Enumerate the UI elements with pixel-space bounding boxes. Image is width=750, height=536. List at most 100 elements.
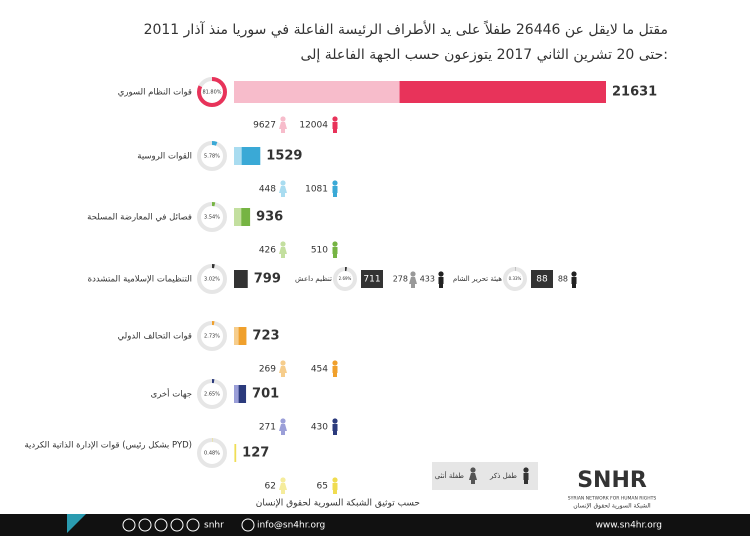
icon-legs — [411, 284, 415, 288]
icon-head — [332, 418, 338, 424]
footer-website: www.sn4hr.org — [596, 521, 662, 531]
bar — [234, 444, 237, 462]
bar-girls — [234, 208, 242, 226]
legend-label: طفلة أنثى — [435, 471, 465, 480]
icon-head — [332, 180, 338, 186]
icon-body — [279, 247, 287, 254]
icon-body — [523, 473, 529, 480]
icon-legs — [333, 373, 337, 377]
donut-label: 5.78% — [204, 154, 220, 160]
icon-body — [438, 277, 444, 284]
donut-label: 2.69% — [339, 276, 352, 281]
icon-legs — [333, 490, 337, 494]
title-line: مقتل ما لايقل عن 26446 طفلاً على يد الأط… — [144, 20, 668, 38]
bar-girls — [234, 81, 400, 103]
girl-icon — [279, 116, 287, 133]
icon-legs — [572, 284, 576, 288]
girl-icon — [279, 418, 287, 435]
girls-count: 62 — [265, 482, 276, 492]
icon-head — [410, 271, 416, 277]
icon-head — [280, 418, 286, 424]
boy-icon — [332, 241, 338, 258]
icon-head — [470, 467, 476, 473]
icon-head — [332, 360, 338, 366]
boy-icon — [332, 418, 338, 435]
icon-legs — [333, 193, 337, 197]
category-label: قوات الإدارة الذاتية الكردية (بشكل رئيس … — [24, 441, 192, 451]
icon-body — [279, 186, 287, 193]
boys-count: 1081 — [305, 185, 328, 195]
icon-head — [280, 241, 286, 247]
category-label: القوات الروسية — [137, 152, 192, 162]
icon-head — [438, 271, 444, 277]
boy-icon — [571, 271, 577, 288]
icon-head — [280, 180, 286, 186]
donut-label: 0.33% — [509, 276, 522, 281]
bar-girls — [234, 147, 242, 165]
value-label: 1529 — [266, 149, 302, 164]
girls-count: 9627 — [253, 121, 276, 131]
icon-body — [409, 277, 417, 284]
boys-count: 433 — [420, 275, 435, 284]
value-label: 701 — [252, 387, 279, 402]
girls-count: 448 — [259, 185, 276, 195]
icon-legs — [333, 254, 337, 258]
donut-label: 81.80% — [202, 90, 221, 96]
value-label: 21631 — [612, 85, 657, 100]
icon-body — [279, 483, 287, 490]
icon-legs — [281, 193, 285, 197]
boys-count: 430 — [311, 423, 328, 433]
footer-handle: snhr — [204, 521, 224, 531]
footer-bar — [0, 514, 750, 536]
category-label: قوات التحالف الدولي — [118, 332, 192, 342]
girls-count: 269 — [259, 365, 276, 375]
icon-head — [280, 360, 286, 366]
donut-label: 3.02% — [204, 277, 220, 283]
icon-legs — [281, 490, 285, 494]
icon-body — [332, 122, 338, 129]
subgroup-value: 88 — [536, 275, 548, 285]
donut-arc — [333, 267, 357, 291]
donut-arc — [197, 379, 227, 409]
footer-accent — [67, 514, 86, 533]
donut-arc — [197, 141, 227, 171]
footer-email: info@sn4hr.org — [257, 521, 325, 531]
girl-icon — [469, 467, 477, 484]
icon-body — [469, 473, 477, 480]
donut-arc — [197, 77, 227, 107]
boy-icon — [332, 477, 338, 494]
value-label: 936 — [256, 210, 283, 225]
icon-body — [279, 366, 287, 373]
boy-icon — [332, 180, 338, 197]
icon-legs — [524, 480, 528, 484]
bar-girls — [234, 327, 239, 345]
logo-abbr: SNHR — [577, 468, 647, 493]
icon-head — [571, 271, 577, 277]
donut-label: 3.54% — [204, 215, 220, 221]
title-line: حتى 20 تشرين الثاني 2017 يتوزعون حسب الج… — [300, 47, 668, 63]
subgroup-box — [361, 270, 383, 288]
donut-label: 2.65% — [204, 392, 220, 398]
value-label: 127 — [242, 446, 269, 461]
bar — [234, 270, 248, 288]
icon-body — [332, 247, 338, 254]
subgroup-name: هيئة تحرير الشام — [453, 275, 502, 283]
bar-girls — [234, 385, 239, 403]
legend-label: طفل ذكر — [489, 472, 517, 480]
boys-count: 65 — [317, 482, 328, 492]
category-label: قوات النظام السوري — [118, 88, 192, 98]
icon-body — [279, 424, 287, 431]
value-label: 799 — [254, 272, 281, 287]
icon-body — [332, 366, 338, 373]
donut-label: 2.73% — [204, 334, 220, 340]
icon-legs — [333, 431, 337, 435]
boys-count: 510 — [311, 246, 328, 256]
icon-body — [279, 122, 287, 129]
logo-english: SYRIAN NETWORK FOR HUMAN RIGHTS — [568, 496, 657, 502]
boys-count: 88 — [558, 275, 568, 284]
boy-icon — [332, 116, 338, 133]
logo-arabic: الشبكة السورية لحقوق الإنسان — [573, 503, 651, 510]
icon-legs — [471, 480, 475, 484]
icon-body — [332, 186, 338, 193]
